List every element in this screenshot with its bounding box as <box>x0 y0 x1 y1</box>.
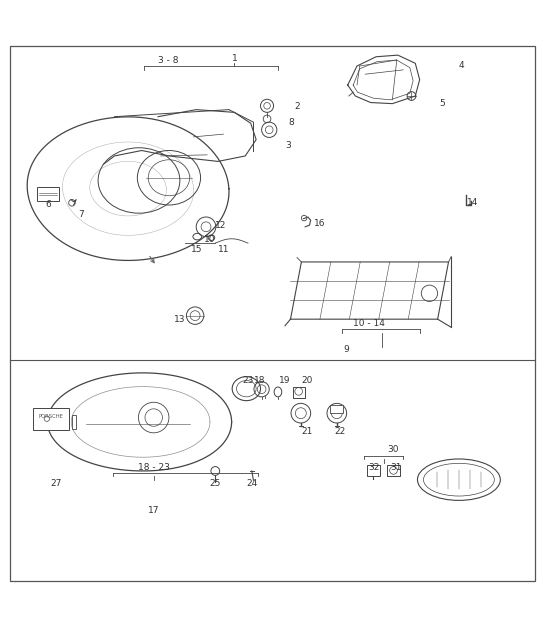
Text: 10: 10 <box>204 236 215 244</box>
Text: 15: 15 <box>191 245 202 254</box>
Text: 1: 1 <box>232 54 237 63</box>
Text: 17: 17 <box>148 506 160 515</box>
Bar <box>330 405 343 413</box>
Text: 23: 23 <box>243 376 253 385</box>
Text: 27: 27 <box>50 479 61 487</box>
Text: 13: 13 <box>174 315 185 324</box>
Text: 21: 21 <box>301 428 312 436</box>
Text: 14: 14 <box>467 198 478 207</box>
Text: 10 - 14: 10 - 14 <box>353 318 385 328</box>
Text: 6: 6 <box>45 200 51 208</box>
Text: 2: 2 <box>294 102 300 111</box>
Text: 4: 4 <box>459 61 464 70</box>
Text: 19: 19 <box>278 376 290 385</box>
Text: 5: 5 <box>439 99 445 108</box>
Text: 7: 7 <box>78 210 83 219</box>
Bar <box>37 187 59 201</box>
Text: 3: 3 <box>286 141 292 149</box>
Text: 9: 9 <box>343 345 349 354</box>
Bar <box>387 465 400 476</box>
Bar <box>293 387 305 398</box>
Text: 18: 18 <box>253 376 265 385</box>
Text: 22: 22 <box>335 428 346 436</box>
Text: 32: 32 <box>368 463 379 472</box>
Text: 11: 11 <box>218 245 229 254</box>
Bar <box>72 415 76 429</box>
Text: 8: 8 <box>289 117 295 127</box>
Text: PORSCHE: PORSCHE <box>38 414 63 419</box>
Text: 16: 16 <box>314 219 325 228</box>
Text: 25: 25 <box>210 479 221 488</box>
Text: 3 - 8: 3 - 8 <box>158 56 178 65</box>
Text: 24: 24 <box>246 479 257 488</box>
Bar <box>33 408 69 430</box>
Bar <box>367 465 380 476</box>
Text: 12: 12 <box>215 220 227 229</box>
Text: 20: 20 <box>302 376 313 385</box>
Text: 18 - 23: 18 - 23 <box>138 463 169 472</box>
Text: 30: 30 <box>387 445 399 453</box>
Text: 31: 31 <box>390 463 402 472</box>
